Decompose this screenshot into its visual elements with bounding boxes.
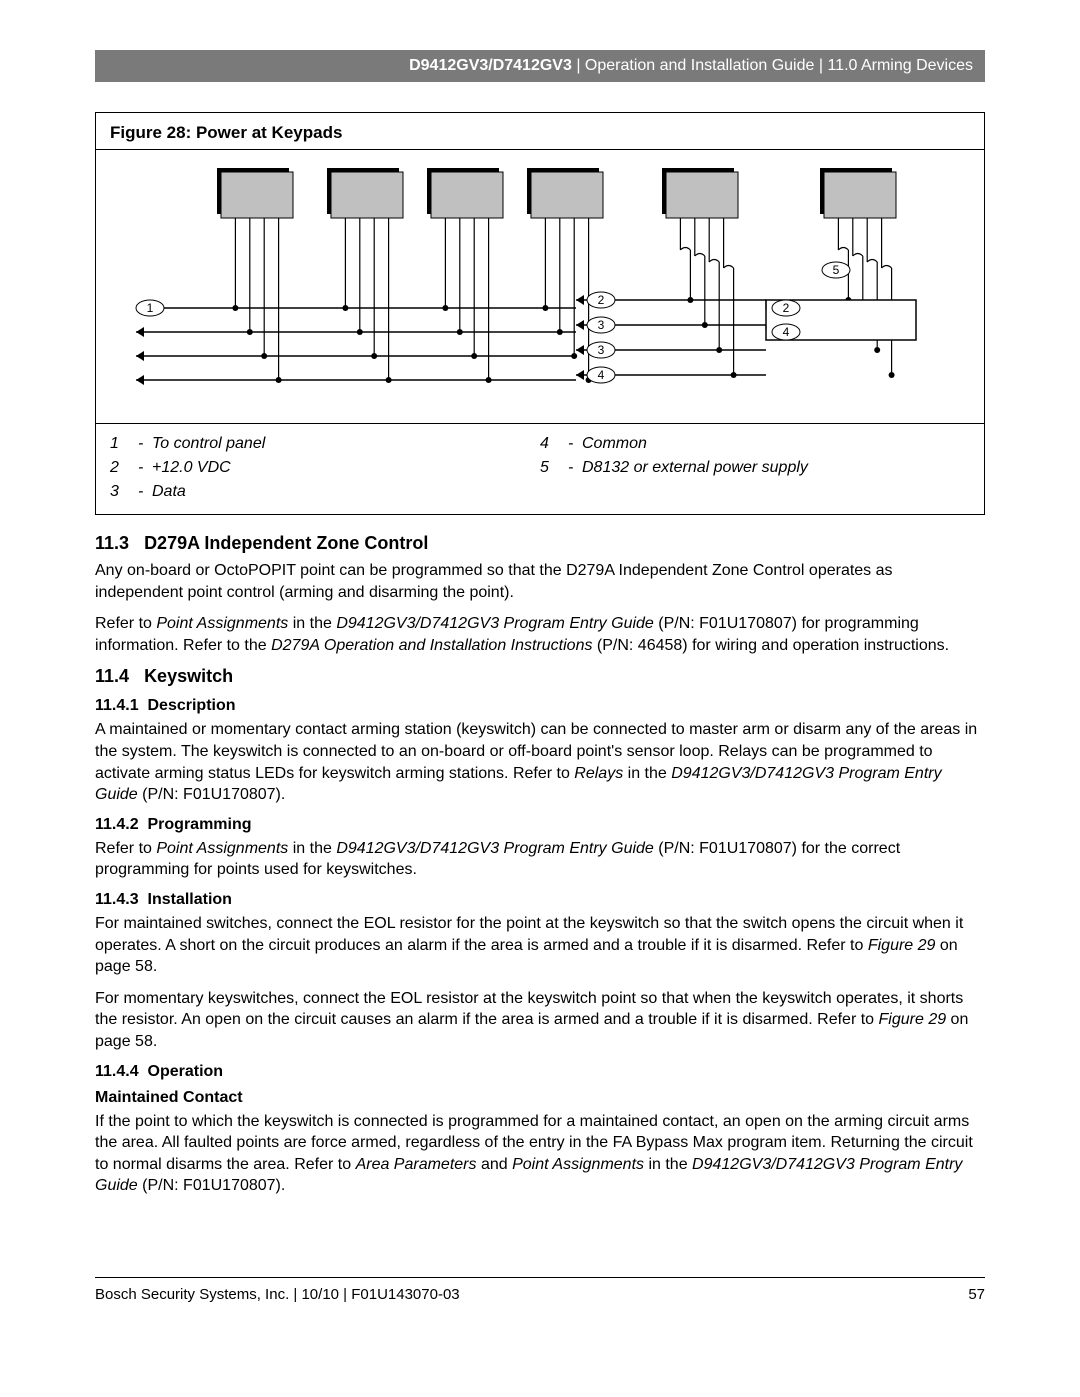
section-11-4-1-heading: 11.4.1 Description <box>95 697 985 715</box>
legend-text: +12.0 VDC <box>152 456 540 480</box>
legend-dash: - <box>568 456 582 480</box>
page-header-bar: D9412GV3/D7412GV3 | Operation and Instal… <box>95 50 985 82</box>
section-11-3-p2: Refer to Point Assignments in the D9412G… <box>95 613 985 656</box>
header-bold: D9412GV3/D7412GV3 <box>409 57 572 74</box>
section-11-4-2-heading: 11.4.2 Programming <box>95 816 985 834</box>
section-11-4-4-p1: If the point to which the keyswitch is c… <box>95 1111 985 1197</box>
section-11-3-heading: 11.3 D279A Independent Zone Control <box>95 533 985 554</box>
legend-num: 4 <box>540 432 568 456</box>
legend-text: Common <box>582 432 970 456</box>
figure-28-svg: 2 3 3 4 1 2 4 5 <box>96 150 984 418</box>
section-11-4-3-p1: For maintained switches, connect the EOL… <box>95 913 985 978</box>
svg-text:2: 2 <box>783 301 790 315</box>
legend-text: To control panel <box>152 432 540 456</box>
legend-row: 4-Common <box>540 432 970 456</box>
section-11-3-p1: Any on-board or OctoPOPIT point can be p… <box>95 560 985 603</box>
svg-text:3: 3 <box>598 318 605 332</box>
page: D9412GV3/D7412GV3 | Operation and Instal… <box>0 0 1080 1343</box>
page-footer: Bosch Security Systems, Inc. | 10/10 | F… <box>95 1277 985 1303</box>
svg-text:1: 1 <box>147 301 154 315</box>
section-11-4-heading: 11.4 Keyswitch <box>95 666 985 687</box>
legend-dash: - <box>138 432 152 456</box>
section-11-4-4-heading: 11.4.4 Operation <box>95 1063 985 1081</box>
section-11-4-title: Keyswitch <box>144 666 233 686</box>
legend-num: 2 <box>110 456 138 480</box>
svg-text:4: 4 <box>783 325 790 339</box>
legend-num: 1 <box>110 432 138 456</box>
section-11-4-2-p1: Refer to Point Assignments in the D9412G… <box>95 838 985 881</box>
legend-dash: - <box>138 456 152 480</box>
svg-text:2: 2 <box>598 293 605 307</box>
legend-col-left: 1-To control panel2-+12.0 VDC3-Data <box>110 432 540 504</box>
section-11-4-num: 11.4 <box>95 666 129 686</box>
section-11-4-3-p2: For momentary keyswitches, connect the E… <box>95 988 985 1053</box>
legend-row: 5-D8132 or external power supply <box>540 456 970 480</box>
section-11-4-3-heading: 11.4.3 Installation <box>95 891 985 909</box>
svg-text:5: 5 <box>833 263 840 277</box>
legend-dash: - <box>138 480 152 504</box>
svg-text:4: 4 <box>598 368 605 382</box>
footer-left: Bosch Security Systems, Inc. | 10/10 | F… <box>95 1286 460 1303</box>
svg-text:3: 3 <box>598 343 605 357</box>
legend-row: 1-To control panel <box>110 432 540 456</box>
legend-text: D8132 or external power supply <box>582 456 970 480</box>
legend-col-right: 4-Common5-D8132 or external power supply <box>540 432 970 504</box>
section-11-3-num: 11.3 <box>95 533 129 553</box>
footer-page-number: 57 <box>968 1286 985 1303</box>
figure-28-legend: 1-To control panel2-+12.0 VDC3-Data 4-Co… <box>96 424 984 514</box>
figure-28-box: Figure 28: Power at Keypads 23341245 1-T… <box>95 112 985 515</box>
legend-text: Data <box>152 480 540 504</box>
figure-28-title: Figure 28: Power at Keypads <box>96 113 984 149</box>
section-11-3-title: D279A Independent Zone Control <box>144 533 428 553</box>
legend-row: 2-+12.0 VDC <box>110 456 540 480</box>
maintained-contact-heading: Maintained Contact <box>95 1089 985 1107</box>
legend-dash: - <box>568 432 582 456</box>
legend-num: 3 <box>110 480 138 504</box>
figure-28-diagram: 2 3 3 4 1 2 4 5 <box>96 149 984 424</box>
header-rest: | Operation and Installation Guide | 11.… <box>572 57 973 74</box>
legend-num: 5 <box>540 456 568 480</box>
legend-row: 3-Data <box>110 480 540 504</box>
section-11-4-1-p1: A maintained or momentary contact arming… <box>95 719 985 805</box>
